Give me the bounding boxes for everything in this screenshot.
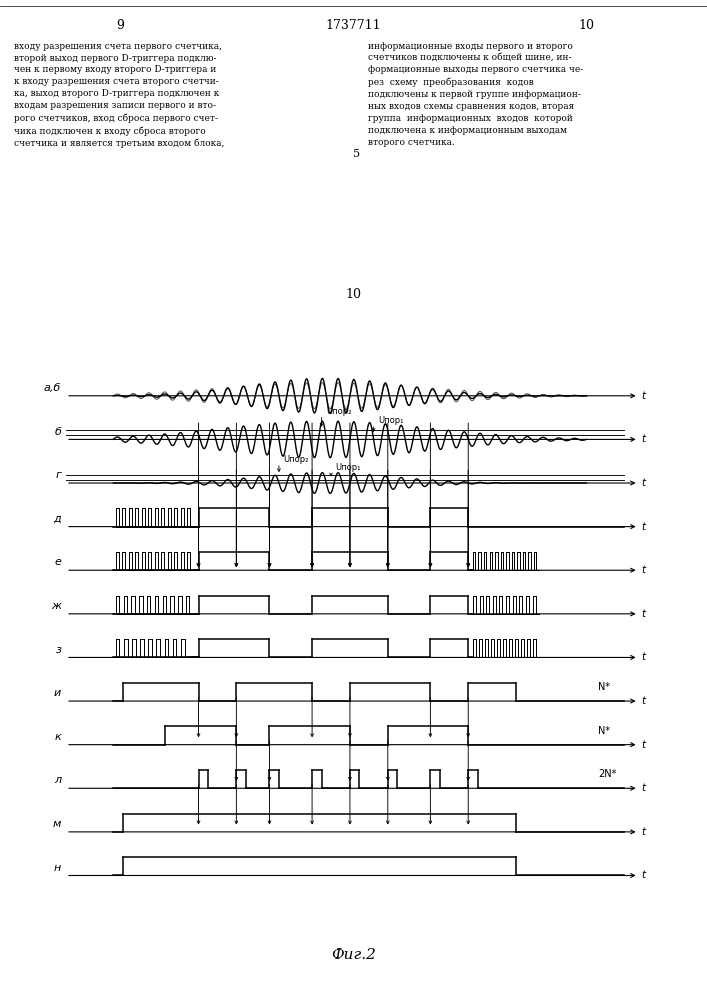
Text: 10: 10 [579,19,595,32]
Text: 10: 10 [346,288,361,301]
Text: б: б [54,427,62,437]
Text: Uпор₁: Uпор₁ [336,463,361,472]
Text: t: t [641,696,645,706]
Text: Uпор₂: Uпор₂ [284,455,309,464]
Text: Uпор₁: Uпор₁ [378,416,404,425]
Text: 9: 9 [116,19,124,32]
Text: Фиг.2: Фиг.2 [331,948,376,962]
Text: к: к [54,732,62,742]
Text: входу разрешения счета первого счетчика,
второй выход первого D-триггера подклю-: входу разрешения счета первого счетчика,… [14,42,225,148]
Text: Uпор₂: Uпор₂ [326,407,351,416]
Text: е: е [54,557,62,567]
Text: н: н [54,863,62,873]
Text: ж: ж [52,601,62,611]
Text: 2N*: 2N* [598,769,617,779]
Text: л: л [54,775,62,785]
Text: 1737711: 1737711 [326,19,381,32]
Text: t: t [641,434,645,444]
Text: t: t [641,740,645,750]
Text: 5: 5 [354,149,361,159]
Text: t: t [641,565,645,575]
Text: t: t [641,478,645,488]
Text: t: t [641,827,645,837]
Text: и: и [54,688,62,698]
Text: t: t [641,522,645,532]
Text: д: д [54,514,62,524]
Text: t: t [641,652,645,662]
Text: t: t [641,391,645,401]
Text: м: м [53,819,62,829]
Text: N*: N* [598,682,610,692]
Text: t: t [641,609,645,619]
Text: а,б: а,б [44,383,62,393]
Text: г: г [55,470,62,480]
Text: информационные входы первого и второго
счетчиков подключены к общей шине, ин-
фо: информационные входы первого и второго с… [368,42,583,147]
Text: N*: N* [598,726,610,736]
Text: t: t [641,870,645,880]
Text: t: t [641,783,645,793]
Text: з: з [55,645,62,655]
